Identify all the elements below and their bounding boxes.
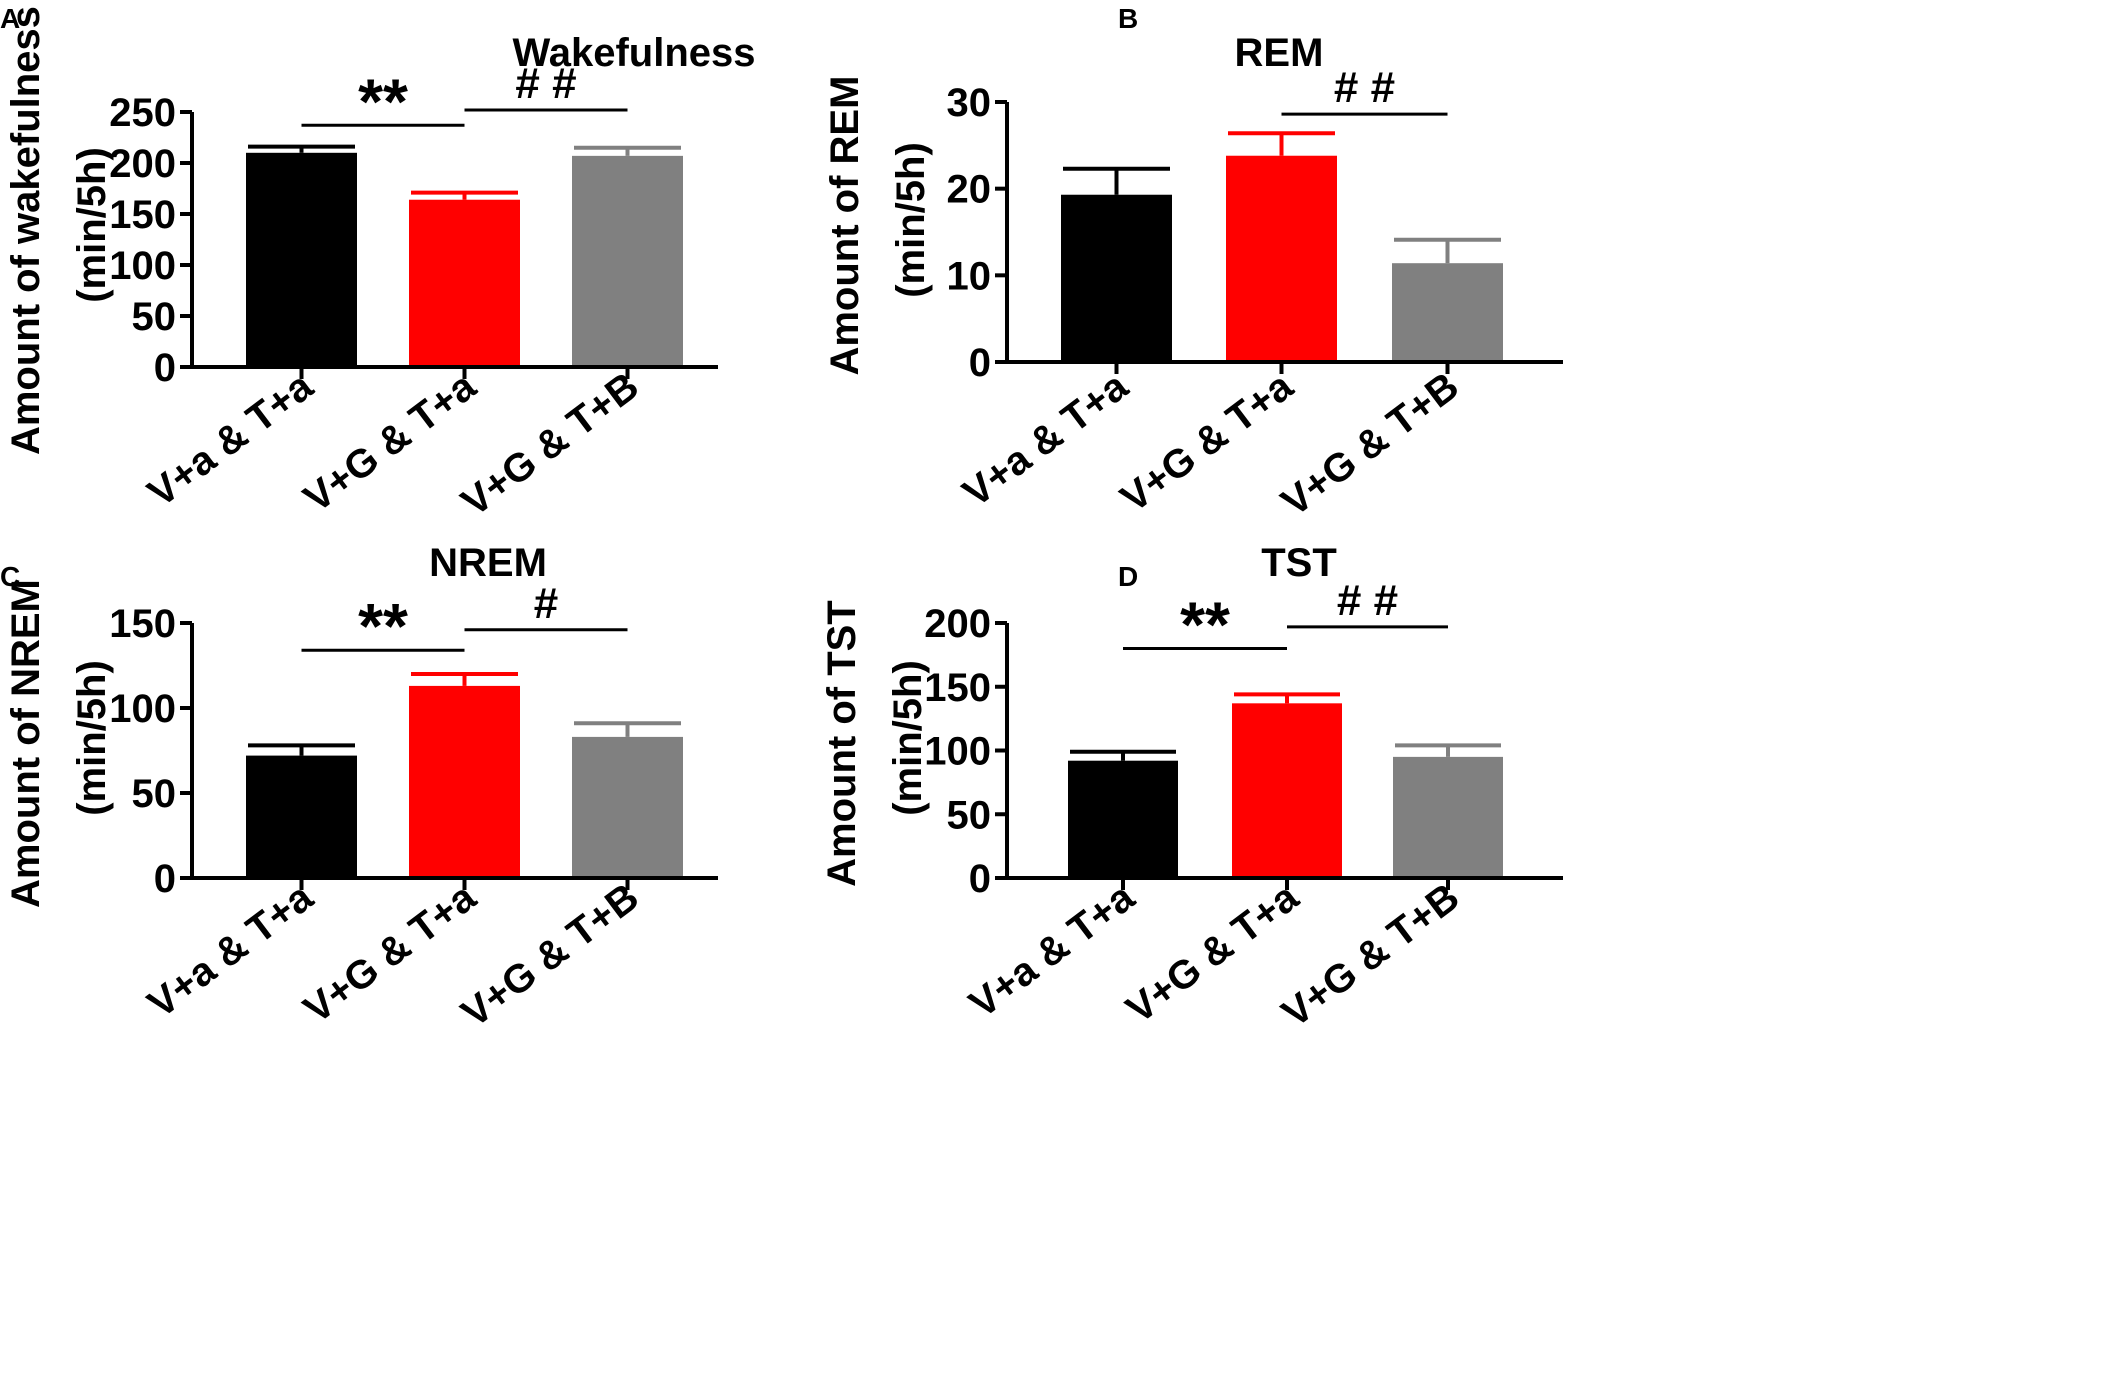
y-axis-title: Amount of REM (min/5h) xyxy=(823,64,933,375)
panel-letter: A xyxy=(0,3,20,34)
panel-c: C NREM Amount of NREM (min/5h) 0 50 100 150… xyxy=(0,541,718,1036)
y-axis-title: Amount of TST (min/5h) xyxy=(820,589,930,887)
y-tick-label: 20 xyxy=(947,168,992,212)
y-tick-label: 150 xyxy=(924,666,991,710)
y-tick-label: 100 xyxy=(109,687,176,731)
x-tick-label: V+G & T+a xyxy=(296,875,485,1032)
y-tick-label: 0 xyxy=(969,857,991,901)
y-axis-title: Amount of NREM (min/5h) xyxy=(4,568,114,908)
y-axis-title-line1: Amount of REM xyxy=(823,76,867,376)
x-tick-label: V+G & T+B xyxy=(1274,875,1467,1036)
y-tick-label: 250 xyxy=(109,91,176,135)
y-axis-title-line2: (min/5h) xyxy=(70,660,114,816)
bar xyxy=(409,199,520,367)
panel-letter: B xyxy=(1118,3,1138,34)
x-tick-label: V+G & T+a xyxy=(296,364,485,521)
panel-b: B REM Amount of REM (min/5h) 0 10 20 30 V+a … xyxy=(823,3,1563,525)
panel-letter: D xyxy=(1118,561,1138,592)
bar xyxy=(409,685,520,878)
significance-label: # xyxy=(534,579,558,628)
y-tick-label: 30 xyxy=(947,81,992,125)
y-tick-label: 50 xyxy=(947,793,992,837)
y-tick-label: 100 xyxy=(109,244,176,288)
bar xyxy=(246,152,357,367)
bar xyxy=(1393,756,1503,878)
bar xyxy=(1068,760,1178,878)
chart-title: NREM xyxy=(429,541,547,585)
bar xyxy=(572,155,683,367)
chart-title: REM xyxy=(1235,31,1324,75)
chart-title: TST xyxy=(1261,541,1337,585)
y-axis-title: Amount of wakefulness (min/5h) xyxy=(4,0,114,455)
y-tick-label: 150 xyxy=(109,193,176,237)
panel-d: D TST Amount of TST (min/5h) 0 50 100 150 20… xyxy=(820,541,1563,1036)
y-axis-title-line2: (min/5h) xyxy=(889,142,933,298)
x-tick-label: V+G & T+B xyxy=(454,364,647,525)
significance-label: # # xyxy=(515,59,576,108)
panel-letter: C xyxy=(0,561,20,592)
y-tick-label: 100 xyxy=(924,730,991,774)
panel-a: A Wakefulness Amount of wakefulness (min… xyxy=(0,0,756,525)
y-tick-label: 10 xyxy=(947,254,992,298)
y-axis-title-line1: Amount of wakefulness xyxy=(4,6,48,455)
x-tick-label: V+G & T+B xyxy=(1274,364,1467,525)
x-tick-label: V+a & T+a xyxy=(955,364,1137,516)
y-tick-label: 50 xyxy=(132,772,177,816)
y-axis-title-line2: (min/5h) xyxy=(886,660,930,816)
y-tick-label: 0 xyxy=(154,346,176,390)
bar xyxy=(1226,155,1337,362)
bar xyxy=(246,755,357,878)
y-tick-label: 0 xyxy=(154,857,176,901)
bar xyxy=(572,736,683,878)
significance-label: # # xyxy=(1337,576,1398,625)
y-axis-title-line1: Amount of TST xyxy=(820,600,864,887)
y-tick-label: 200 xyxy=(109,142,176,186)
y-tick-label: 0 xyxy=(969,341,991,385)
bar xyxy=(1061,194,1172,362)
x-tick-label: V+G & T+B xyxy=(454,875,647,1036)
bar xyxy=(1392,263,1503,362)
x-tick-label: V+G & T+a xyxy=(1113,364,1302,521)
y-tick-label: 200 xyxy=(924,602,991,646)
bar xyxy=(1232,703,1342,878)
significance-label: ** xyxy=(358,65,408,137)
significance-label: ** xyxy=(1180,589,1230,661)
y-tick-label: 50 xyxy=(132,295,177,339)
y-tick-label: 150 xyxy=(109,602,176,646)
y-axis-title-line1: Amount of NREM xyxy=(4,579,48,908)
y-axis-title-line2: (min/5h) xyxy=(70,147,114,303)
significance-label: # # xyxy=(1334,63,1395,112)
significance-label: ** xyxy=(358,590,408,662)
chart-title: Wakefulness xyxy=(512,31,755,75)
